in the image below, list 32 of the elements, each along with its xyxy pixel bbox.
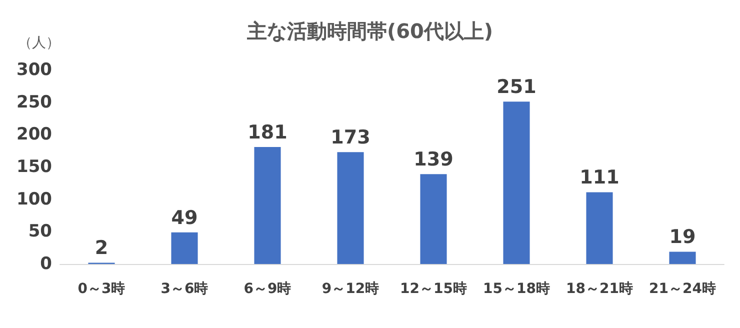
x-tick-label: 3～6時 [160, 281, 208, 297]
x-tick-label: 21～24時 [649, 281, 716, 297]
data-label: 19 [669, 226, 696, 248]
bar [254, 146, 281, 264]
bar [503, 102, 530, 264]
data-label: 111 [580, 166, 620, 189]
x-tick-label: 6～9時 [244, 281, 292, 297]
bar [669, 252, 696, 264]
x-tick-label: 9～12時 [322, 281, 380, 297]
y-tick-label: 200 [16, 124, 52, 145]
y-axis-title: （人） [18, 35, 60, 51]
y-tick-label: 250 [16, 92, 52, 112]
x-tick-label: 15～18時 [483, 281, 550, 297]
bar [171, 232, 198, 264]
bar [420, 174, 447, 264]
data-label: 181 [248, 121, 288, 144]
data-label: 2 [94, 237, 108, 260]
data-label: 49 [171, 206, 198, 229]
data-label: 139 [414, 148, 454, 171]
x-tick-label: 18～21時 [566, 281, 633, 297]
y-tick-label: 100 [16, 189, 52, 210]
x-tick-label: 0～3時 [78, 281, 126, 297]
y-tick-label: 0 [40, 254, 52, 274]
bar [337, 152, 364, 264]
data-label: 173 [330, 126, 370, 149]
y-tick-label: 300 [16, 60, 52, 80]
y-tick-label: 50 [28, 222, 52, 242]
chart-title: 主な活動時間帯(60代以上) [246, 19, 494, 43]
data-label: 251 [496, 76, 536, 98]
bar [586, 192, 613, 264]
x-tick-label: 12～15時 [400, 281, 467, 297]
y-tick-label: 150 [16, 157, 52, 177]
